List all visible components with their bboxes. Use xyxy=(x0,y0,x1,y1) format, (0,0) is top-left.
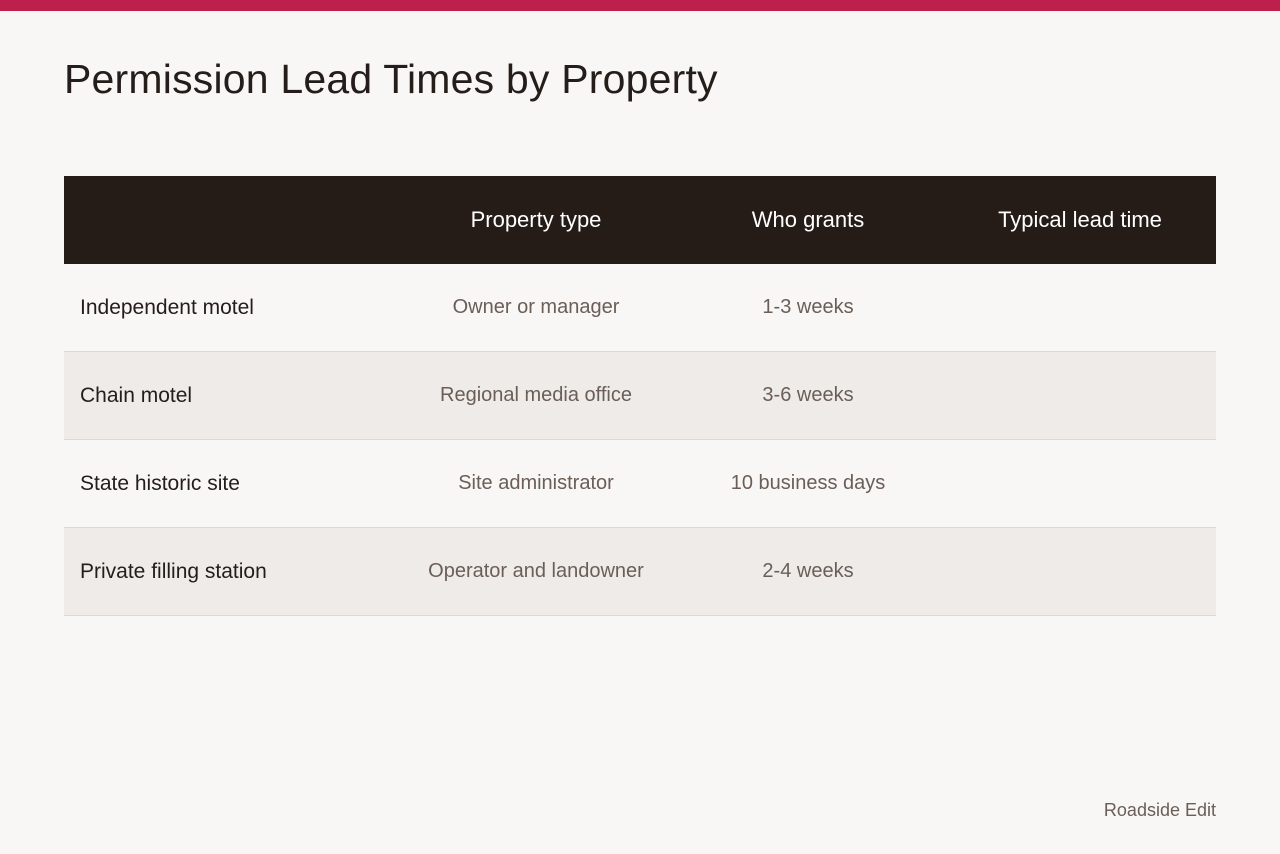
accent-bar xyxy=(0,0,1280,11)
table-row: Chain motel Regional media office 3-6 we… xyxy=(64,352,1216,440)
table-row: Independent motel Owner or manager 1-3 w… xyxy=(64,264,1216,352)
table-cell: 1-3 weeks xyxy=(762,296,854,318)
row-label: Independent motel xyxy=(80,295,254,319)
table-cell: Operator and landowner xyxy=(428,560,644,582)
header-cell-property-type: Property type xyxy=(470,207,602,232)
table-row: State historic site Site administrator 1… xyxy=(64,440,1216,528)
table-cell: Regional media office xyxy=(440,384,632,406)
table-cell: Site administrator xyxy=(458,472,614,494)
header-cell-lead-time: Typical lead time xyxy=(998,207,1162,232)
row-label: Private filling station xyxy=(80,559,267,583)
table-cell: 2-4 weeks xyxy=(762,560,854,582)
table-row: Private filling station Operator and lan… xyxy=(64,528,1216,616)
table-cell: Owner or manager xyxy=(452,296,620,318)
table-cell: 10 business days xyxy=(730,472,886,494)
page-title: Permission Lead Times by Property xyxy=(64,56,718,102)
lead-times-table: Property type Who grants Typical lead ti… xyxy=(64,176,1216,616)
header-cell-who-grants: Who grants xyxy=(751,207,865,232)
table-cell: 3-6 weeks xyxy=(762,384,854,406)
footer-credit: Roadside Edit xyxy=(1103,800,1216,820)
table-header: Property type Who grants Typical lead ti… xyxy=(64,176,1216,264)
row-label: State historic site xyxy=(80,471,240,495)
row-label: Chain motel xyxy=(80,383,193,407)
